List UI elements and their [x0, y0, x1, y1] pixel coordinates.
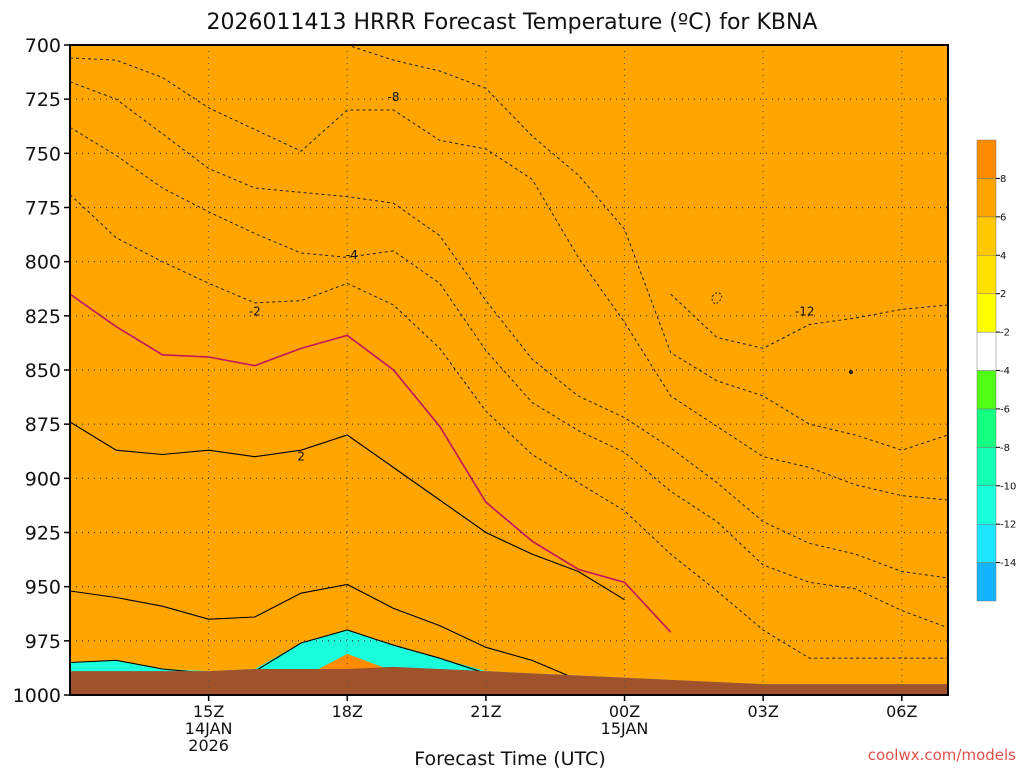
source-credit[interactable]: coolwx.com/models: [868, 746, 1016, 764]
y-tick-label: 800: [25, 252, 61, 274]
colorbar-swatch: [976, 216, 997, 256]
isotherm-6: [70, 629, 533, 687]
chart-title: 2026011413 HRRR Forecast Temperature (ºC…: [207, 10, 818, 35]
colorbar-legend: -14 -12 -10 -8 -6 -4 -2 2 4 6 8: [976, 139, 1016, 602]
y-tick-label: 825: [25, 306, 61, 328]
colorbar-swatch: [976, 370, 997, 410]
contour-label: 2: [297, 450, 305, 464]
contour-label: -4: [346, 248, 358, 262]
contour-label: -12: [795, 305, 815, 319]
grid: [70, 45, 948, 695]
y-tick-label: 900: [25, 468, 61, 490]
colorbar-tick-label: -4: [1000, 366, 1010, 377]
colorbar-tick-label: -12: [1000, 520, 1016, 531]
x-tick-label: 2026: [188, 736, 229, 755]
x-tick-label: 18Z: [332, 702, 363, 721]
y-tick-label: 925: [25, 523, 61, 545]
y-tick-label: 950: [25, 577, 61, 599]
y-tick-label: 775: [25, 198, 61, 220]
x-tick-label: 14JAN: [185, 719, 233, 738]
isotherm-4: [70, 583, 579, 681]
contour-label: -2: [249, 305, 261, 319]
local-min-marker: [848, 370, 853, 375]
y-tick-label: 875: [25, 414, 61, 436]
colorbar-swatch: [976, 139, 997, 179]
colorbar-swatch: [976, 293, 997, 333]
plot-fill-layer: [70, 45, 948, 695]
colorbar-swatch: [976, 331, 997, 371]
y-tick-label: 750: [25, 143, 61, 165]
x-tick-label: 06Z: [886, 702, 917, 721]
x-tick-label: 03Z: [747, 702, 778, 721]
colorbar-swatch: [976, 178, 997, 218]
isotherm-neg4: [70, 126, 948, 629]
contour-label: -8: [387, 90, 399, 104]
isotherm-neg6: [70, 81, 948, 579]
colorbar-swatch: [976, 562, 997, 602]
colorbar-tick-label: -8: [1000, 443, 1010, 454]
colorbar-swatch: [976, 408, 997, 448]
x-tick-label: 15Z: [193, 702, 224, 721]
x-tick-label: 00Z: [609, 702, 640, 721]
colorbar-swatch: [976, 255, 997, 294]
colorbar-tick-label: 6: [1000, 212, 1006, 223]
terrain-below-ground: [70, 666, 948, 695]
plot-area: -8 -4 -2 2 -12: [69, 44, 949, 696]
x-tick-label: 21Z: [470, 702, 501, 721]
isotherm-neg10: [70, 45, 948, 451]
colorbar-tick-label: -6: [1000, 404, 1010, 415]
y-tick-label: 975: [25, 631, 61, 653]
colorbar-swatch: [976, 523, 997, 563]
colorbar-tick-label: -10: [1000, 481, 1016, 492]
isotherm-0: [70, 293, 672, 633]
colorbar-tick-label: 4: [1000, 251, 1006, 262]
colorbar-swatch: [976, 485, 997, 525]
y-tick-label: 850: [25, 360, 61, 382]
isotherm-neg12: [670, 293, 948, 349]
y-tick-label: 700: [25, 35, 61, 57]
y-tick-label: 725: [25, 89, 61, 111]
colorbar-tick-label: -14: [1000, 558, 1016, 569]
temp-band-6: [70, 45, 948, 685]
colorbar-tick-label: 8: [1000, 174, 1006, 185]
y-tick-label: 1000: [13, 685, 61, 707]
colorbar-swatch: [976, 447, 997, 487]
colorbar-tick-label: -2: [1000, 328, 1010, 339]
isotherm-neg2: [70, 194, 948, 659]
isotherm-neg8: [70, 57, 948, 501]
x-tick-label: 15JAN: [601, 719, 649, 738]
y-axis: 700 725 750 775 800 825 850 875 900 925 950 975 1000: [13, 35, 70, 707]
isotherm-neg12-pocket: [711, 292, 723, 305]
colorbar-tick-label: 2: [1000, 289, 1006, 300]
x-axis-title: Forecast Time (UTC): [414, 748, 605, 768]
